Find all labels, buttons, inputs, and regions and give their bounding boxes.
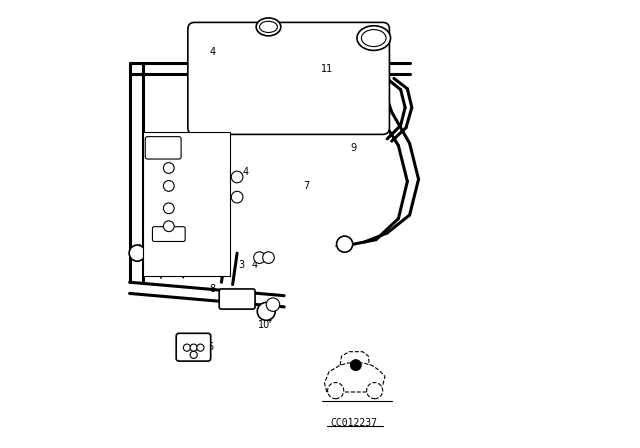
- Text: 4: 4: [158, 204, 164, 214]
- FancyBboxPatch shape: [145, 137, 181, 159]
- FancyBboxPatch shape: [152, 227, 185, 241]
- Circle shape: [190, 351, 197, 358]
- Text: 3: 3: [239, 260, 244, 270]
- Text: 4: 4: [136, 244, 141, 254]
- Text: 8: 8: [209, 284, 216, 294]
- FancyBboxPatch shape: [188, 22, 389, 134]
- FancyBboxPatch shape: [220, 289, 255, 309]
- Circle shape: [184, 344, 191, 351]
- Text: 4: 4: [252, 260, 258, 270]
- Text: 4: 4: [158, 181, 164, 191]
- Ellipse shape: [357, 26, 390, 51]
- Text: 3: 3: [158, 192, 164, 202]
- Circle shape: [266, 298, 280, 311]
- Ellipse shape: [260, 21, 278, 33]
- Text: 5: 5: [158, 217, 164, 227]
- Text: 4: 4: [335, 241, 341, 250]
- Text: 4: 4: [218, 260, 225, 270]
- Text: CC012237: CC012237: [330, 418, 377, 428]
- Text: 1: 1: [147, 201, 153, 211]
- Circle shape: [351, 360, 361, 370]
- Text: 9: 9: [351, 143, 356, 153]
- Circle shape: [262, 252, 275, 263]
- Circle shape: [257, 302, 275, 320]
- Circle shape: [231, 171, 243, 183]
- Ellipse shape: [362, 30, 386, 47]
- Text: 10: 10: [258, 320, 270, 330]
- Circle shape: [197, 344, 204, 351]
- Text: 11: 11: [321, 65, 333, 74]
- Circle shape: [328, 383, 344, 399]
- Circle shape: [337, 236, 353, 252]
- Circle shape: [163, 163, 174, 173]
- Circle shape: [163, 221, 174, 232]
- Text: 4: 4: [266, 315, 271, 325]
- Circle shape: [367, 383, 383, 399]
- Circle shape: [163, 181, 174, 191]
- Circle shape: [231, 191, 243, 203]
- Circle shape: [253, 252, 266, 263]
- FancyBboxPatch shape: [176, 333, 211, 361]
- Text: 4: 4: [243, 168, 249, 177]
- Circle shape: [163, 203, 174, 214]
- Circle shape: [190, 344, 197, 351]
- Text: 2: 2: [154, 168, 159, 177]
- Text: 4: 4: [209, 47, 216, 56]
- Text: 7: 7: [303, 181, 310, 191]
- Ellipse shape: [256, 18, 281, 36]
- Bar: [143, 132, 230, 276]
- Circle shape: [129, 245, 145, 261]
- Text: 6: 6: [207, 342, 213, 352]
